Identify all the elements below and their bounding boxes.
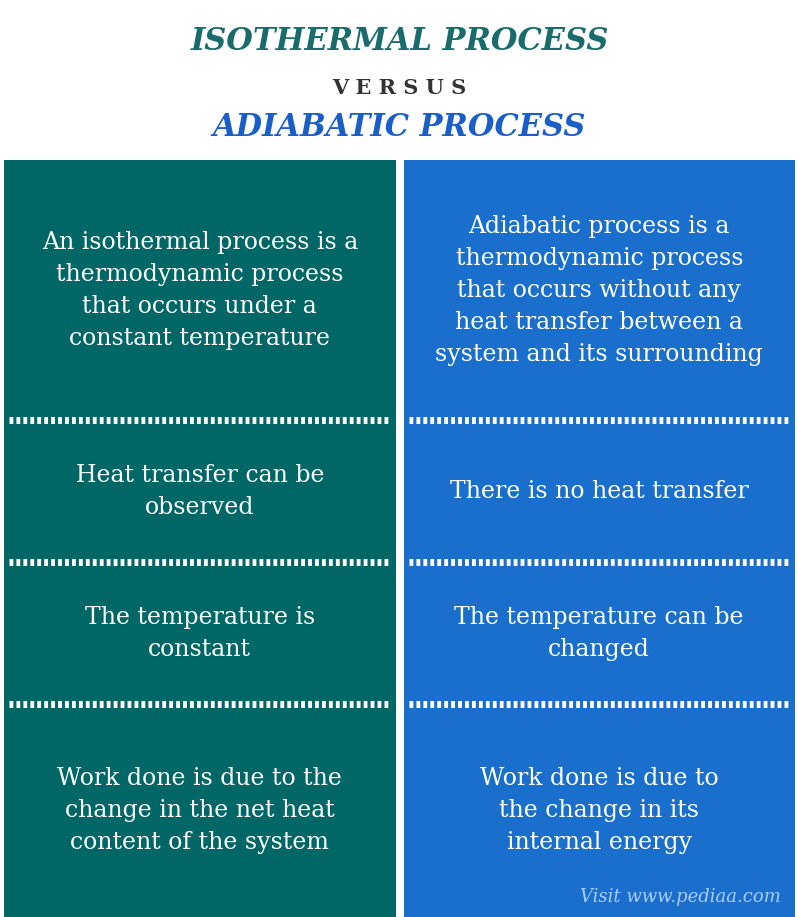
- Text: Work done is due to the
change in the net heat
content of the system: Work done is due to the change in the ne…: [58, 767, 342, 854]
- Text: An isothermal process is a
thermodynamic process
that occurs under a
constant te: An isothermal process is a thermodynamic…: [42, 230, 358, 349]
- FancyBboxPatch shape: [4, 413, 396, 427]
- FancyBboxPatch shape: [403, 160, 795, 420]
- FancyBboxPatch shape: [403, 413, 795, 427]
- FancyBboxPatch shape: [403, 697, 795, 712]
- FancyBboxPatch shape: [4, 160, 396, 420]
- FancyBboxPatch shape: [4, 420, 396, 562]
- Text: Work done is due to
the change in its
internal energy: Work done is due to the change in its in…: [480, 767, 718, 854]
- Text: Visit www.pediaa.com: Visit www.pediaa.com: [580, 888, 781, 906]
- FancyBboxPatch shape: [403, 704, 795, 917]
- FancyBboxPatch shape: [4, 704, 396, 917]
- Text: ADIABATIC PROCESS: ADIABATIC PROCESS: [213, 113, 586, 143]
- FancyBboxPatch shape: [403, 555, 795, 569]
- Text: The temperature is
constant: The temperature is constant: [85, 605, 315, 660]
- Text: There is no heat transfer: There is no heat transfer: [450, 480, 749, 503]
- FancyBboxPatch shape: [4, 697, 396, 712]
- FancyBboxPatch shape: [403, 420, 795, 562]
- Text: Heat transfer can be
observed: Heat transfer can be observed: [75, 464, 324, 519]
- FancyBboxPatch shape: [4, 555, 396, 569]
- Text: Adiabatic process is a
thermodynamic process
that occurs without any
heat transf: Adiabatic process is a thermodynamic pro…: [435, 215, 763, 366]
- FancyBboxPatch shape: [4, 562, 396, 704]
- Text: V E R S U S: V E R S U S: [332, 78, 467, 98]
- FancyBboxPatch shape: [403, 562, 795, 704]
- Text: The temperature can be
changed: The temperature can be changed: [455, 605, 744, 660]
- Text: ISOTHERMAL PROCESS: ISOTHERMAL PROCESS: [190, 27, 609, 58]
